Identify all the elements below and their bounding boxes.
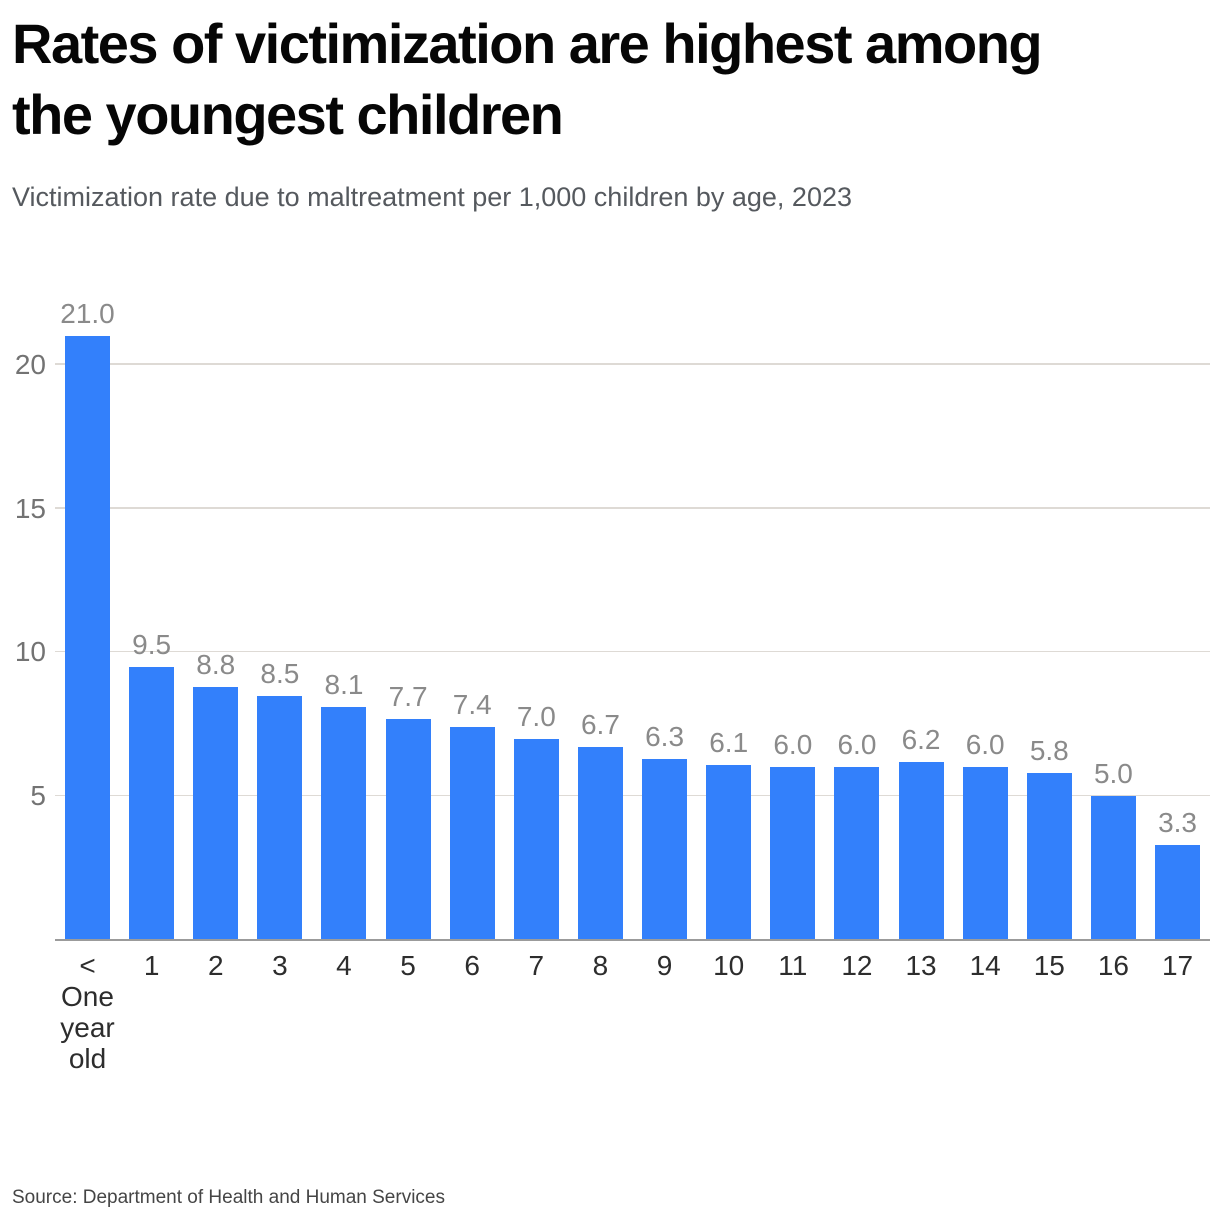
bar: [65, 336, 110, 940]
bar-value-label: 3.3: [1158, 807, 1197, 839]
bar-value-label: 6.0: [837, 729, 877, 761]
x-axis-label: 7: [528, 950, 545, 981]
x-axis-label: < One year old: [60, 950, 114, 1074]
chart-title-line-1: Rates of victimization are highest among: [12, 12, 1043, 75]
bar-value-label: 6.0: [965, 729, 1005, 761]
y-axis-tick-label: 10: [14, 636, 46, 668]
bar: [257, 695, 303, 940]
bar: [1155, 845, 1201, 940]
bar-value-label: 21.0: [60, 298, 115, 329]
bar-value-label: 6.1: [709, 726, 749, 758]
x-axis-label: 8: [592, 950, 609, 981]
source-note: Source: Department of Health and Human S…: [12, 1187, 445, 1208]
bar-value-label: 6.0: [773, 729, 813, 761]
x-axis-label-line: year: [60, 1012, 115, 1043]
bar: [385, 718, 431, 940]
y-axis: 5 10 15 20: [0, 336, 46, 940]
bar: [129, 666, 175, 940]
bar-value-label: 9.5: [132, 628, 172, 660]
x-axis-label-line: <: [79, 950, 96, 981]
x-axis-label: 4: [336, 950, 352, 981]
bar: [770, 767, 816, 940]
x-axis-line: [55, 939, 1210, 941]
bar: [962, 767, 1008, 940]
bar: [706, 764, 752, 940]
bar-value-label: 7.4: [452, 689, 492, 721]
gridline: [55, 650, 1210, 653]
x-axis-label-line: One: [61, 981, 114, 1012]
chart-title-line-2: the youngest children: [12, 83, 564, 146]
x-axis-label: 16: [1097, 950, 1129, 981]
bar: [642, 758, 688, 940]
x-axis-label: 13: [905, 950, 937, 981]
bar-value-label: 6.3: [645, 720, 685, 752]
bar-value-label: 6.2: [901, 723, 941, 755]
chart-subtitle: Victimization rate due to maltreatment p…: [12, 182, 852, 212]
x-axis-label: 10: [713, 950, 745, 981]
plot-area: 21.0 9.5 8.8 8.5 8.1 7.7 7.4 7.0 6.7 6.3 6.1 6.0 6.0…: [55, 300, 1210, 940]
x-axis-label: 15: [1033, 950, 1065, 981]
chart-title: Rates of victimization are highest among…: [12, 8, 1202, 150]
bar-value-label: 7.0: [516, 700, 556, 732]
bar-value-label: 8.1: [324, 669, 364, 701]
bar: [1026, 773, 1072, 940]
bar-value-label: 5.0: [1093, 758, 1133, 790]
x-axis-label: 12: [841, 950, 873, 981]
bar: [577, 747, 623, 940]
bar-value-label: 6.7: [580, 709, 620, 741]
x-axis-label: 6: [464, 950, 481, 981]
bar: [513, 738, 559, 940]
x-axis-label: 2: [207, 950, 224, 981]
x-axis-label: 14: [969, 950, 1001, 981]
gridline: [55, 363, 1210, 365]
bar-value-label: 7.7: [388, 680, 428, 712]
x-axis: < One year old 1 2 3 4 5 6 7 8 9 10 11 12 13 14 15 16 17: [55, 950, 1210, 1090]
x-axis-label: 17: [1161, 950, 1194, 981]
bar: [193, 686, 239, 940]
x-axis-label: 11: [778, 950, 808, 981]
bar-value-label: 8.8: [196, 648, 236, 680]
gridline: [55, 507, 1210, 509]
x-axis-label: 9: [656, 950, 673, 981]
bar: [321, 707, 367, 940]
y-axis-tick-label: 15: [14, 492, 46, 524]
x-axis-label-line: old: [68, 1043, 107, 1074]
bar-value-label: 8.5: [260, 657, 300, 689]
y-axis-tick-label: 20: [14, 348, 46, 380]
bar: [834, 767, 880, 940]
x-axis-label: 3: [272, 950, 288, 981]
bar: [1090, 796, 1136, 940]
bar: [449, 727, 495, 940]
bar: [898, 761, 944, 940]
x-axis-label: 5: [400, 950, 416, 981]
gridline: [55, 794, 1210, 797]
bar-value-label: 5.8: [1029, 735, 1069, 767]
x-axis-label: 1: [143, 950, 160, 981]
y-axis-tick-label: 5: [30, 780, 46, 812]
